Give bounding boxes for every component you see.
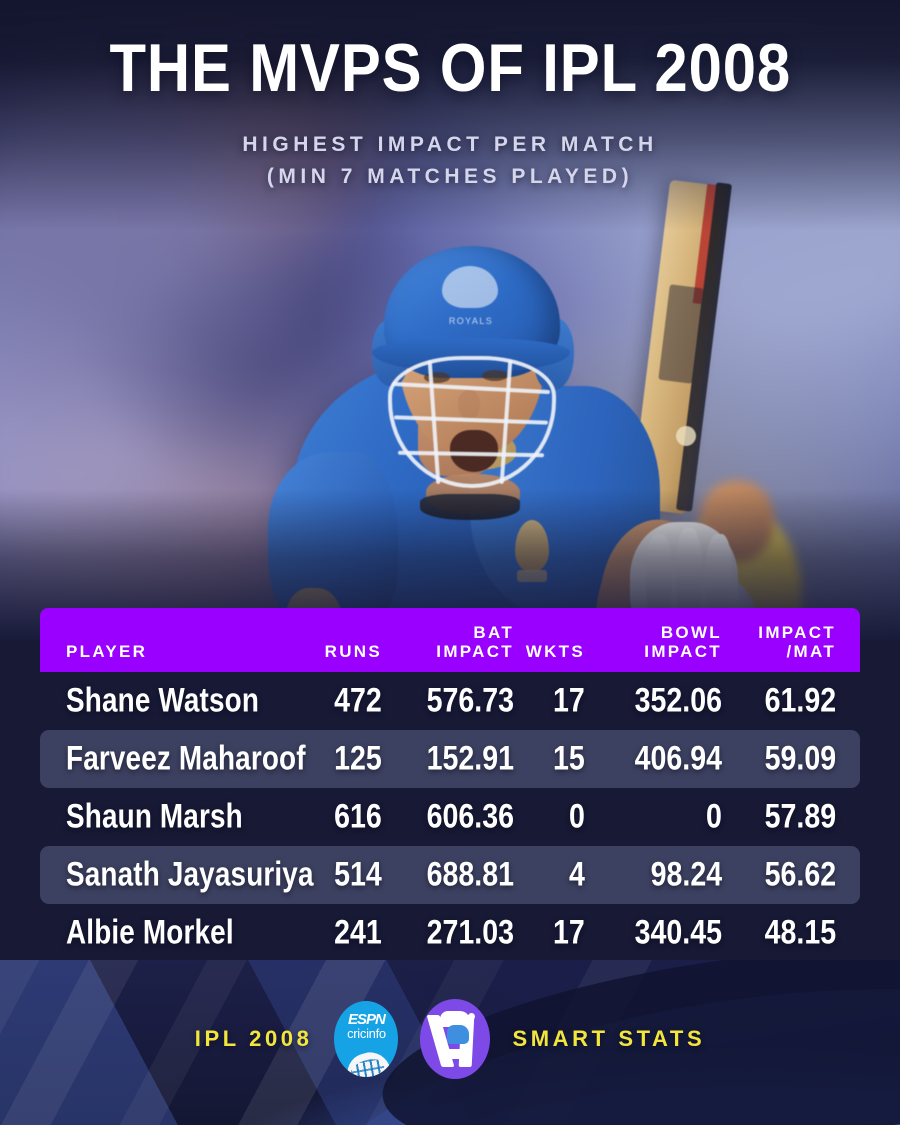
cell-bowl-impact: 406.94	[634, 739, 722, 778]
cell-runs: 241	[334, 913, 382, 952]
column-header-impact-per-match-line2: /MAT	[786, 642, 836, 661]
table-header-row: PLAYER RUNS BAT IMPACT WKTS BOWL IMPACT …	[40, 608, 860, 672]
background-photo: ROYALS	[0, 0, 900, 640]
page-title: THE MVPS OF IPL 2008	[0, 32, 900, 104]
cell-player-name: Farveez Maharoof	[66, 739, 306, 778]
cell-impact-per-match: 56.62	[764, 855, 836, 894]
column-header-impact-per-match-line1: IMPACT	[758, 623, 836, 642]
column-header-bowl-impact-line2: IMPACT	[644, 642, 722, 661]
cell-player-name: Sanath Jayasuriya	[66, 855, 314, 894]
footer-right-label: SMART STATS	[512, 1026, 706, 1051]
footer-branding-row: IPL 2008 ESPN cricinfo SMART STATS	[0, 999, 900, 1079]
column-header-runs-label: RUNS	[324, 642, 382, 661]
table-row: Farveez Maharoof 125 152.91 15 406.94 59.09	[40, 730, 860, 788]
subtitle-line-1: HIGHEST IMPACT PER MATCH	[242, 133, 658, 156]
espn-wordmark: ESPN	[348, 1011, 386, 1028]
cricinfo-wordmark: cricinfo	[347, 1026, 386, 1041]
cell-bat-impact: 688.81	[426, 855, 514, 894]
cell-bowl-impact: 0	[706, 797, 722, 836]
table-row: Sanath Jayasuriya 514 688.81 4 98.24 56.62	[40, 846, 860, 904]
cell-impact-per-match: 48.15	[764, 913, 836, 952]
cricket-ball-icon	[342, 1047, 395, 1077]
helmet-team-crest	[442, 266, 498, 308]
cell-bowl-impact: 352.06	[634, 681, 722, 720]
column-header-player: PLAYER	[66, 642, 148, 661]
cell-bowl-impact: 98.24	[650, 855, 722, 894]
cell-player-name: Albie Morkel	[66, 913, 234, 952]
table-row: Shane Watson 472 576.73 17 352.06 61.92	[40, 672, 860, 730]
sparkle-dot-icon	[468, 1013, 476, 1020]
cell-runs: 514	[334, 855, 382, 894]
page-title-text: THE MVPS OF IPL 2008	[109, 30, 791, 106]
letter-a-apex	[440, 1011, 471, 1027]
cell-wkts: 17	[553, 913, 585, 952]
table-row: Shaun Marsh 616 606.36 0 0 57.89	[40, 788, 860, 846]
smart-stats-logo-icon[interactable]	[420, 999, 491, 1079]
column-header-bowl-impact-line1: BOWL	[660, 623, 722, 642]
cell-impact-per-match: 61.92	[764, 681, 836, 720]
cell-runs: 125	[334, 739, 382, 778]
subtitle-line-2: (MIN 7 MATCHES PLAYED)	[266, 165, 634, 188]
brain-head-icon	[447, 1025, 470, 1044]
column-header-bat-impact-line2: IMPACT	[436, 642, 514, 661]
column-header-bat-impact-line1: BAT	[473, 623, 514, 642]
cell-bat-impact: 576.73	[426, 681, 514, 720]
cell-bat-impact: 271.03	[426, 913, 514, 952]
cell-impact-per-match: 59.09	[764, 739, 836, 778]
cell-wkts: 0	[569, 797, 585, 836]
helmet-team-text: ROYALS	[448, 316, 494, 326]
column-header-bowl-impact: BOWL IMPACT	[644, 623, 722, 661]
cell-player-name: Shaun Marsh	[66, 797, 243, 836]
table-row: Albie Morkel 241 271.03 17 340.45 48.15	[40, 904, 860, 962]
top-gradient-overlay	[0, 0, 900, 230]
cell-bat-impact: 606.36	[426, 797, 514, 836]
stats-table: PLAYER RUNS BAT IMPACT WKTS BOWL IMPACT …	[40, 608, 860, 962]
column-header-wkts-label: WKTS	[525, 642, 585, 661]
cell-wkts: 17	[553, 681, 585, 720]
cell-player-name: Shane Watson	[66, 681, 260, 720]
footer-left-label: IPL 2008	[194, 1026, 313, 1051]
cell-bat-impact: 152.91	[426, 739, 514, 778]
column-header-bat-impact: BAT IMPACT	[436, 623, 514, 661]
cell-wkts: 4	[569, 855, 585, 894]
column-header-impact-per-match: IMPACT /MAT	[758, 623, 836, 661]
cell-bowl-impact: 340.45	[634, 913, 722, 952]
column-header-runs: RUNS	[325, 642, 382, 661]
letter-a-crossbar	[440, 1049, 469, 1059]
cell-impact-per-match: 57.89	[764, 797, 836, 836]
cell-runs: 616	[334, 797, 382, 836]
cell-wkts: 15	[553, 739, 585, 778]
espncricinfo-logo-icon[interactable]: ESPN cricinfo	[334, 1001, 399, 1077]
cell-runs: 472	[334, 681, 382, 720]
column-header-wkts: WKTS	[526, 642, 585, 661]
table-body: Shane Watson 472 576.73 17 352.06 61.92 Farvee…	[40, 672, 860, 962]
